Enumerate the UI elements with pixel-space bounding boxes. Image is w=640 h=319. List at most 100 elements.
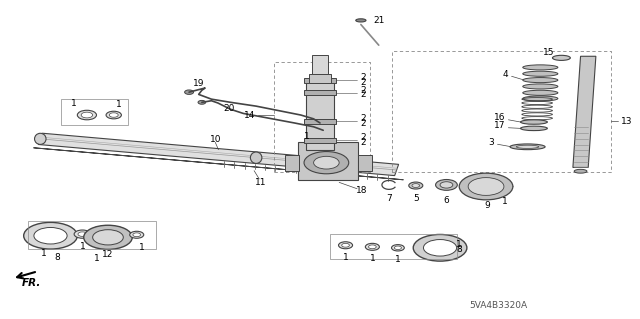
Ellipse shape [365, 243, 380, 250]
Ellipse shape [77, 110, 97, 120]
Text: 2: 2 [360, 138, 366, 147]
Text: 12: 12 [102, 250, 114, 259]
Bar [312, 55, 328, 74]
Bar [304, 119, 336, 124]
Bar [304, 90, 336, 95]
Text: 1: 1 [79, 242, 85, 251]
Text: 1: 1 [116, 100, 122, 109]
Polygon shape [33, 148, 403, 180]
Text: 8: 8 [456, 245, 462, 254]
Ellipse shape [523, 84, 558, 89]
Ellipse shape [356, 19, 366, 22]
Text: 2: 2 [360, 133, 366, 142]
Ellipse shape [440, 182, 453, 188]
Text: 1: 1 [342, 253, 348, 262]
Ellipse shape [523, 90, 558, 95]
Text: 7: 7 [386, 194, 392, 203]
Ellipse shape [78, 232, 87, 236]
Circle shape [424, 240, 457, 256]
Text: 6: 6 [444, 196, 449, 205]
Text: 1: 1 [71, 100, 77, 108]
Ellipse shape [35, 133, 46, 145]
Text: 15: 15 [543, 48, 554, 57]
Ellipse shape [392, 245, 404, 251]
Bar [308, 74, 332, 83]
Circle shape [184, 90, 193, 94]
Circle shape [314, 156, 339, 169]
Circle shape [315, 137, 328, 143]
Text: 5VA4B3320A: 5VA4B3320A [470, 301, 528, 310]
Text: 2: 2 [360, 78, 366, 86]
Text: 20: 20 [223, 104, 235, 113]
Bar [304, 138, 336, 143]
Text: 1: 1 [305, 132, 310, 141]
Circle shape [34, 227, 67, 244]
Ellipse shape [81, 112, 93, 118]
Text: 1: 1 [395, 256, 401, 264]
Ellipse shape [74, 230, 91, 238]
Ellipse shape [250, 152, 262, 163]
Text: 1: 1 [41, 249, 47, 258]
Ellipse shape [523, 78, 558, 83]
Text: 1: 1 [456, 240, 462, 249]
Ellipse shape [510, 144, 545, 150]
Text: 2: 2 [360, 114, 366, 123]
Text: 9: 9 [484, 201, 490, 210]
Text: FR.: FR. [22, 278, 41, 288]
Text: 13: 13 [621, 117, 632, 126]
Polygon shape [298, 142, 358, 180]
Circle shape [468, 178, 504, 196]
Ellipse shape [552, 55, 570, 60]
Ellipse shape [339, 242, 353, 249]
Ellipse shape [106, 111, 122, 119]
Text: 21: 21 [373, 16, 385, 25]
Circle shape [316, 121, 324, 125]
Bar [358, 155, 372, 171]
Text: 16: 16 [494, 113, 506, 122]
Text: 1: 1 [502, 197, 508, 206]
Bar [285, 155, 299, 171]
Ellipse shape [520, 126, 547, 130]
Text: 1: 1 [369, 255, 375, 263]
Text: 2: 2 [360, 90, 366, 99]
Text: 14: 14 [244, 111, 255, 120]
Circle shape [304, 152, 349, 174]
Circle shape [198, 100, 205, 104]
Ellipse shape [130, 231, 144, 238]
Ellipse shape [412, 184, 420, 188]
Bar [61, 99, 129, 124]
Text: 3: 3 [488, 137, 494, 146]
Text: 5: 5 [413, 194, 419, 204]
Ellipse shape [342, 243, 349, 247]
Circle shape [24, 222, 77, 249]
Circle shape [84, 225, 132, 249]
Bar [330, 234, 458, 259]
Ellipse shape [574, 169, 587, 173]
Ellipse shape [436, 180, 458, 190]
Polygon shape [38, 133, 399, 176]
Text: 10: 10 [209, 135, 221, 144]
Ellipse shape [409, 182, 423, 189]
Ellipse shape [394, 246, 401, 249]
Ellipse shape [523, 71, 558, 76]
Bar [306, 80, 334, 150]
Circle shape [319, 128, 327, 132]
Text: 2: 2 [360, 86, 366, 95]
Ellipse shape [133, 233, 141, 237]
Text: 1: 1 [93, 255, 99, 263]
Text: 2: 2 [360, 119, 366, 128]
Text: 11: 11 [255, 178, 266, 187]
Ellipse shape [109, 113, 118, 117]
Circle shape [413, 234, 467, 261]
Bar [304, 78, 336, 83]
Circle shape [460, 173, 513, 200]
Ellipse shape [523, 65, 558, 70]
Text: 1: 1 [139, 243, 145, 252]
Text: 17: 17 [494, 121, 506, 130]
Ellipse shape [516, 145, 539, 148]
Ellipse shape [520, 120, 547, 124]
Text: 8: 8 [54, 253, 60, 262]
Circle shape [93, 230, 124, 245]
Text: 18: 18 [356, 186, 367, 195]
Text: 2: 2 [360, 73, 366, 82]
